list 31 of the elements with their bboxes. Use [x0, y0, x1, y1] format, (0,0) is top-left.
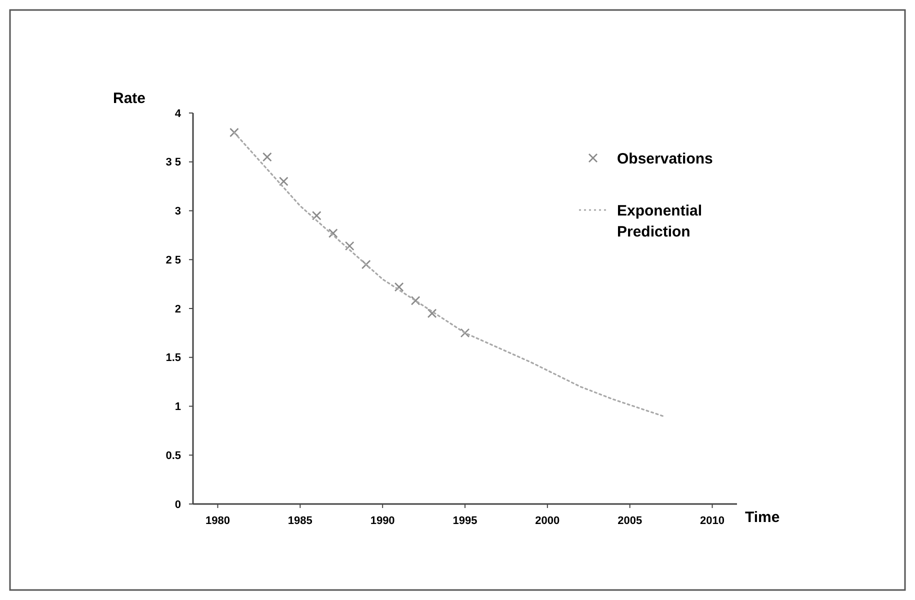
y-axis-title: Rate [113, 90, 146, 107]
x-tick-label: 1990 [370, 515, 395, 527]
y-tick-label: 3 5 [166, 156, 181, 169]
y-tick-label: 4 [174, 108, 182, 120]
y-tick-label: 0.5 [166, 450, 181, 462]
y-tick-label: 1 [174, 401, 181, 414]
point [328, 228, 338, 238]
x-tick-label: 2005 [618, 515, 642, 527]
y-tick-label: 2 [174, 303, 181, 316]
legend-label: Observations [617, 150, 713, 168]
point [427, 308, 437, 318]
y-tick-label: 1.5 [166, 352, 181, 364]
point [344, 241, 354, 251]
point [230, 128, 239, 138]
legend-label: Exponential Prediction [617, 202, 702, 240]
x-tick-label: 1985 [288, 515, 312, 527]
x-tick-label: 2000 [535, 515, 560, 527]
x-axis-title: Time [745, 509, 780, 526]
point [410, 296, 420, 306]
point [460, 328, 470, 338]
point [262, 152, 272, 162]
point [394, 282, 404, 292]
y-tick-label: 2 5 [166, 254, 181, 266]
x-tick-label: 1995 [452, 515, 478, 527]
x-tick-label: 1980 [205, 515, 230, 527]
point [312, 210, 322, 220]
x-tick-label: 2010 [700, 515, 725, 527]
y-tick-label: 0 [174, 498, 181, 511]
point [278, 176, 288, 186]
point [361, 260, 371, 270]
y-tick-label: 3 [174, 206, 181, 218]
